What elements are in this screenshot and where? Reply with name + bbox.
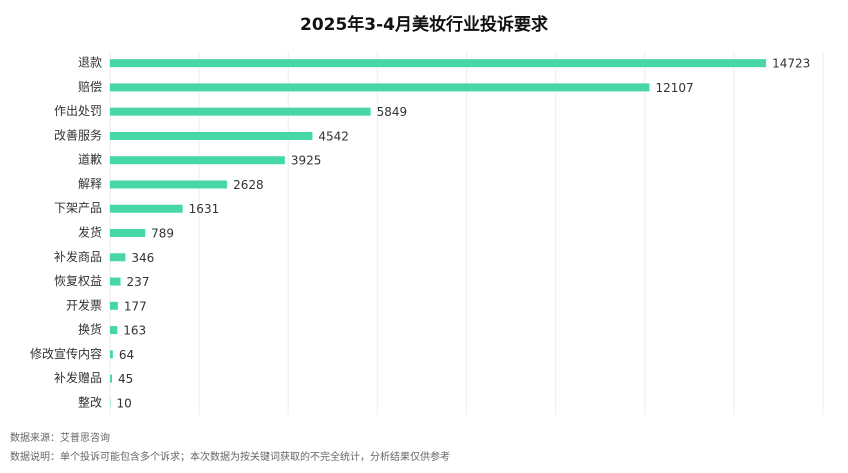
chart-title: 2025年3-4月美妆行业投诉要求 — [300, 14, 548, 35]
bar — [110, 350, 113, 359]
value-label: 789 — [151, 227, 174, 241]
bar — [110, 156, 285, 165]
y-tick-label: 作出处罚 — [54, 104, 102, 118]
bar — [110, 131, 313, 140]
bar — [110, 180, 228, 189]
bar — [110, 253, 126, 262]
bar — [110, 83, 650, 92]
bar — [110, 301, 118, 310]
bar — [110, 59, 767, 68]
value-label: 5849 — [377, 105, 408, 119]
value-label: 1631 — [189, 202, 220, 216]
data-note: 数据说明：单个投诉可能包含多个诉求；本次数据为按关键词获取的不完全统计，分析结果… — [10, 450, 450, 463]
bar — [110, 326, 118, 335]
y-tick-label: 解释 — [78, 177, 102, 191]
bar — [110, 229, 146, 237]
source-note: 数据来源：艾普思咨询 — [10, 431, 110, 444]
y-tick-label: 下架产品 — [54, 201, 102, 215]
value-label: 10 — [116, 396, 131, 410]
y-tick-label: 修改宣传内容 — [30, 346, 102, 361]
value-label: 64 — [119, 348, 134, 362]
bar — [110, 277, 121, 286]
value-label: 3925 — [291, 154, 322, 168]
y-tick-label: 整改 — [78, 394, 102, 409]
y-tick-label: 补发赠品 — [54, 370, 102, 385]
value-label: 14723 — [772, 57, 810, 71]
value-label: 177 — [124, 299, 147, 313]
y-tick-label: 开发票 — [66, 297, 102, 312]
value-label: 237 — [127, 275, 150, 289]
bar — [110, 107, 371, 116]
y-tick-label: 补发商品 — [54, 249, 102, 264]
value-label: 45 — [118, 372, 133, 386]
y-tick-label: 道歉 — [78, 153, 102, 167]
y-tick-label: 换货 — [78, 322, 102, 337]
value-label: 2628 — [233, 178, 264, 192]
value-label: 346 — [131, 251, 154, 265]
value-label: 4542 — [318, 129, 349, 143]
y-tick-label: 退款 — [78, 56, 102, 70]
y-tick-label: 恢复权益 — [54, 274, 102, 288]
y-tick-label: 改善服务 — [54, 127, 102, 142]
value-label: 12107 — [656, 81, 694, 95]
bar — [110, 204, 183, 213]
y-tick-label: 发货 — [78, 225, 102, 240]
y-tick-label: 赔偿 — [78, 79, 102, 94]
bar — [110, 374, 113, 383]
value-label: 163 — [123, 324, 146, 338]
